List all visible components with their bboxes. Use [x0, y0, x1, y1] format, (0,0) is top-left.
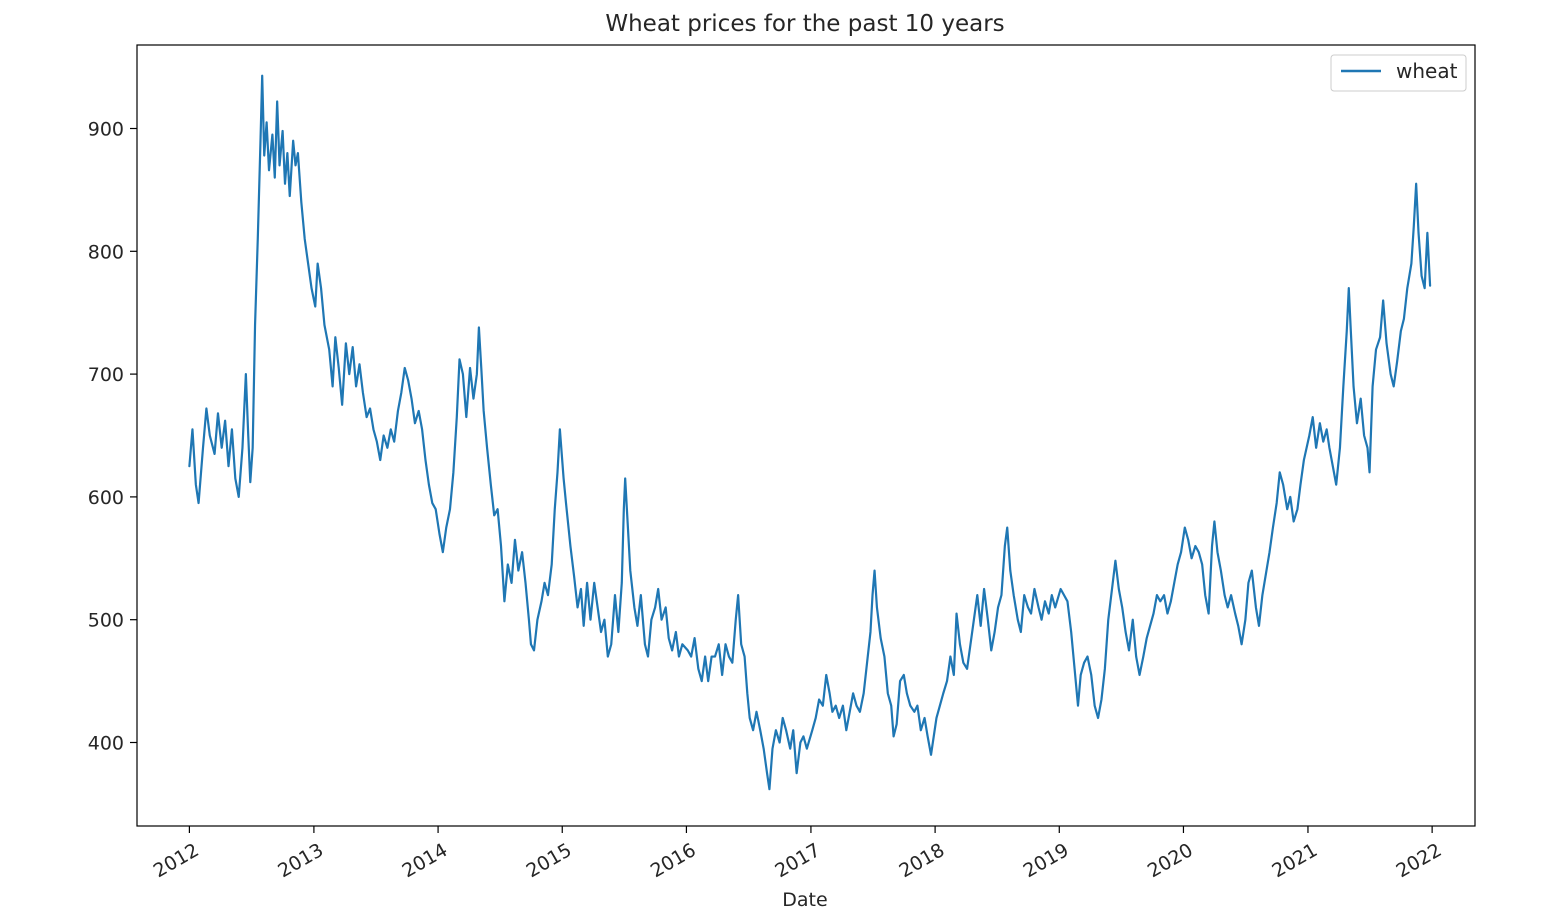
y-tick-label: 600: [88, 487, 124, 509]
x-tick-label: 2018: [896, 839, 949, 882]
legend-box: [1330, 54, 1467, 92]
x-tick-label: 2013: [274, 839, 327, 882]
x-tick-label: 2019: [1020, 839, 1073, 882]
x-tick-label: 2021: [1268, 839, 1321, 882]
x-axis: 2012 2013 2014 2015 2016 2017 2018 2019 2020 2021…: [150, 826, 1446, 882]
x-tick-label: 2017: [771, 839, 824, 882]
x-tick-label: 2015: [523, 839, 576, 882]
plot-frame: [136, 44, 1476, 827]
x-tick-label: 2014: [398, 839, 451, 882]
legend-label-wheat: wheat: [1396, 59, 1458, 83]
y-tick-label: 400: [88, 732, 124, 754]
y-tick-label: 900: [88, 119, 124, 141]
y-axis: 400 500 600 700 800 900: [88, 119, 137, 754]
y-tick-label: 500: [88, 610, 124, 632]
x-axis-label: Date: [782, 889, 827, 911]
series-line-wheat: [188, 74, 1432, 791]
y-tick-label: 700: [88, 364, 124, 386]
x-tick-label: 2012: [150, 839, 203, 882]
x-tick-label: 2022: [1393, 839, 1446, 882]
chart-title: Wheat prices for the past 10 years: [605, 11, 1004, 37]
legend: wheat: [1330, 54, 1467, 92]
series-layer: [188, 74, 1432, 791]
y-tick-label: 800: [88, 241, 124, 263]
x-tick-label: 2016: [647, 839, 700, 882]
x-tick-label: 2020: [1144, 839, 1197, 882]
